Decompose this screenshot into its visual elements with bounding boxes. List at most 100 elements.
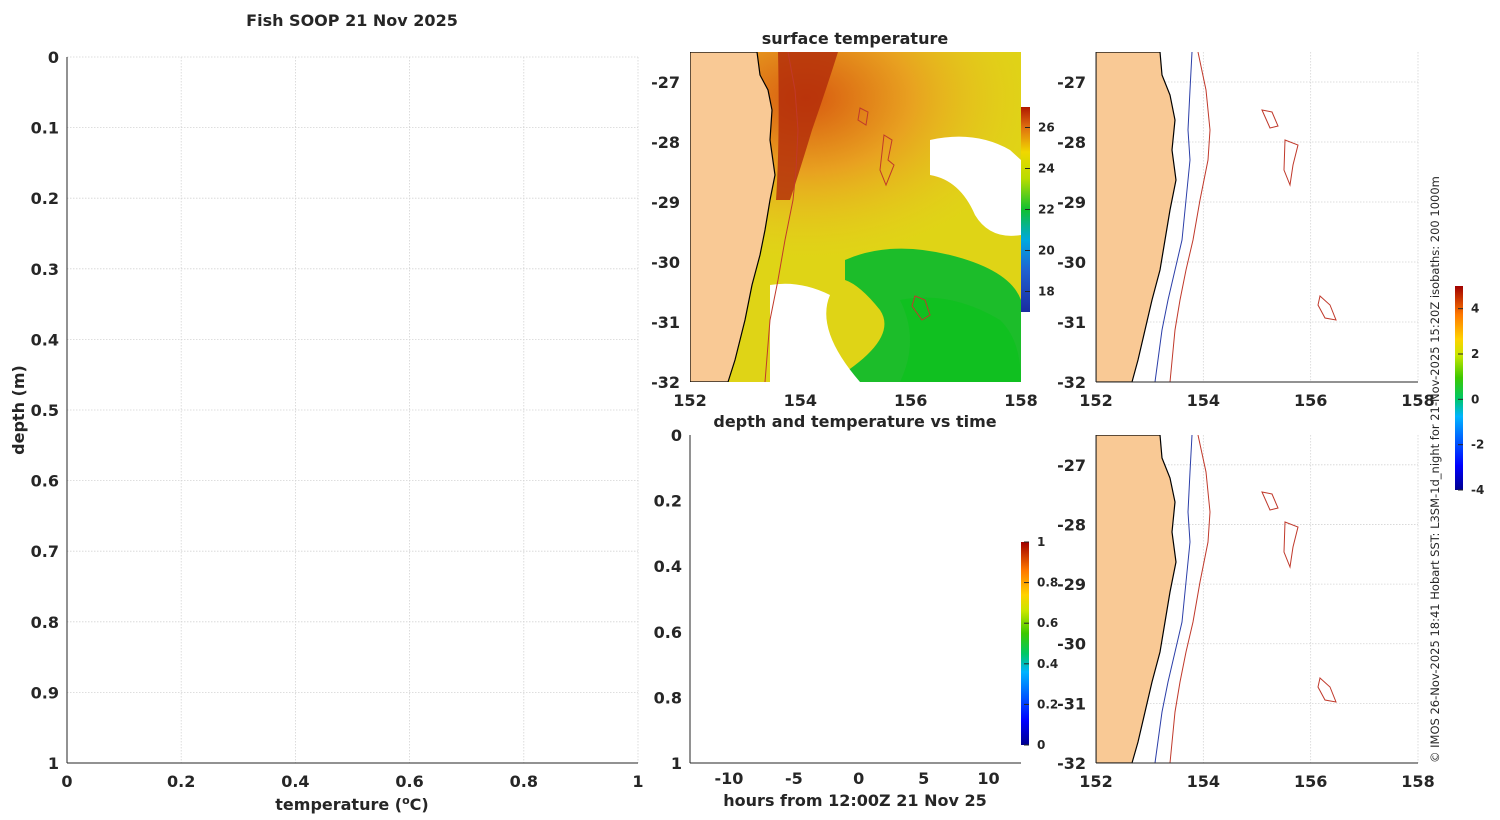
isobath-200	[911, 295, 931, 321]
profile-y-label: depth (m)	[9, 365, 28, 455]
x-tick-label: 10	[977, 769, 999, 788]
track-y-ticks: -27 -28 -29 -30 -31 -32	[1057, 456, 1086, 773]
y-tick-label: -30	[1057, 253, 1086, 272]
colorbar-tick-label: 18	[1038, 285, 1055, 299]
timeseries-colorbar	[1021, 542, 1029, 745]
x-tick-label: 158	[1004, 391, 1037, 410]
colorbar-tick-label: 0.2	[1037, 697, 1058, 711]
colorbar-tick-label: 0.4	[1037, 657, 1058, 671]
anomaly-x-ticks: 152 154 156 158	[1079, 391, 1434, 410]
y-tick-label: -27	[1057, 73, 1086, 92]
isobath-200	[1317, 677, 1337, 703]
timeseries-colorbar-ticks: 1 0.8 0.6 0.4 0.2 0	[1024, 535, 1058, 752]
y-tick-label: -32	[1057, 754, 1086, 773]
y-tick-label: -32	[651, 373, 680, 392]
sst-colorbar-ticks: 26 24 22 20 18	[1025, 121, 1055, 299]
colorbar-tick-label: -4	[1471, 483, 1484, 497]
sst-cloud-gap	[930, 136, 1021, 236]
anomaly-colorbar-ticks: 4 2 0 -2 -4	[1458, 302, 1484, 497]
y-tick-label: -27	[1057, 456, 1086, 475]
anomaly-map: 152 154 156 158 -27 -28 -29 -30 -31 -32 4 2 0 -2 -4	[1057, 52, 1484, 497]
y-tick-label: 0.4	[654, 557, 682, 576]
colorbar-tick-label: 0.8	[1037, 576, 1058, 590]
timeseries-chart: depth and temperature vs time -10 -5 0 5 10 …	[654, 412, 1059, 810]
y-tick-label: 0.2	[31, 189, 59, 208]
x-tick-label: 0.6	[395, 772, 423, 791]
isobath-200	[879, 134, 895, 187]
isobath-200	[1169, 52, 1211, 382]
y-tick-label: -27	[651, 73, 680, 92]
y-tick-label: -29	[1057, 575, 1086, 594]
profile-x-ticks: 0 0.2 0.4 0.6 0.8 1	[61, 772, 643, 791]
profile-grid	[66, 56, 639, 764]
isobath-1000	[1154, 52, 1193, 382]
x-tick-label: 1	[632, 772, 643, 791]
y-tick-label: -31	[1057, 313, 1086, 332]
colorbar-tick-label: 1	[1037, 535, 1045, 549]
x-tick-label: 154	[1187, 391, 1220, 410]
isobath-200	[1169, 435, 1211, 763]
x-tick-label: 0	[61, 772, 72, 791]
y-tick-label: 0.1	[31, 119, 59, 138]
y-tick-label: -28	[651, 133, 680, 152]
x-tick-label: 158	[1401, 772, 1434, 791]
isobath-200	[1283, 139, 1299, 187]
isobath-200	[1261, 109, 1279, 129]
figure-title: Fish SOOP 21 Nov 2025	[246, 11, 458, 30]
colorbar-tick-label: 2	[1471, 347, 1479, 361]
x-tick-label: 0.8	[510, 772, 538, 791]
isobath-200	[764, 52, 799, 382]
x-tick-label: 154	[784, 391, 817, 410]
sst-cool-eddy-core	[900, 297, 1021, 382]
x-tick-label: -5	[785, 769, 803, 788]
profile-y-ticks: 0 0.1 0.2 0.3 0.4 0.5 0.6 0.7 0.8 0.9 1	[31, 48, 59, 773]
colorbar-tick-label: 0.6	[1037, 616, 1058, 630]
timeseries-x-ticks: -10 -5 0 5 10	[714, 769, 999, 788]
x-tick-label: 152	[1079, 772, 1112, 791]
y-tick-label: 0.6	[654, 623, 682, 642]
y-tick-label: 0	[48, 48, 59, 67]
sst-map: surface temperature 152 154 156 158 -27-28-…	[651, 29, 1055, 410]
sst-cloud-gap	[770, 283, 860, 382]
x-tick-label: -10	[714, 769, 743, 788]
isobath-1000	[1154, 435, 1193, 763]
y-tick-label: -31	[1057, 694, 1086, 713]
timeseries-title: depth and temperature vs time	[713, 412, 996, 431]
isobath-200	[1261, 491, 1279, 511]
y-tick-label: 0.7	[31, 542, 59, 561]
y-tick-label: 0	[671, 426, 682, 445]
timeseries-x-label: hours from 12:00Z 21 Nov 25	[723, 791, 986, 810]
credit-text: © IMOS 26-Nov-2025 18:41 Hobart SST: L3S…	[1428, 176, 1442, 763]
isobath-200	[1283, 521, 1299, 569]
land	[1096, 52, 1177, 382]
y-tick-label: -31	[651, 313, 680, 332]
isobath-200	[857, 107, 869, 126]
y-tick-label: 1	[48, 754, 59, 773]
x-tick-label: 5	[918, 769, 929, 788]
y-tick-label: -30	[1057, 635, 1086, 654]
x-tick-label: 154	[1187, 772, 1220, 791]
colorbar-tick-label: 0	[1037, 738, 1045, 752]
isobath-200	[1317, 295, 1337, 321]
profile-chart: 0 0.2 0.4 0.6 0.8 1 0 0.1 0.2 0.3 0.4 0.5 0.6 0.7 0.8…	[9, 48, 644, 814]
y-tick-label: 0.3	[31, 260, 59, 279]
y-tick-label: 0.9	[31, 683, 59, 702]
y-tick-label: 0.4	[31, 330, 59, 349]
y-tick-label: -29	[1057, 193, 1086, 212]
x-tick-label: 0	[853, 769, 864, 788]
sst-y-ticks: -27 -28 -29 -30 -31 -32	[651, 73, 680, 392]
y-tick-label: -29	[651, 193, 680, 212]
y-tick-label: -28	[1057, 515, 1086, 534]
x-tick-label: 158	[1401, 391, 1434, 410]
anomaly-colorbar	[1455, 286, 1463, 490]
y-tick-label: 1	[671, 754, 682, 773]
land	[1096, 435, 1177, 763]
x-tick-label: 156	[894, 391, 927, 410]
y-tick-label: -30	[651, 253, 680, 272]
x-tick-label: 156	[1294, 772, 1327, 791]
colorbar-tick-label: 24	[1038, 162, 1055, 176]
colorbar-tick-label: 0	[1471, 392, 1479, 406]
x-tick-label: 0.4	[281, 772, 309, 791]
land	[690, 52, 776, 382]
